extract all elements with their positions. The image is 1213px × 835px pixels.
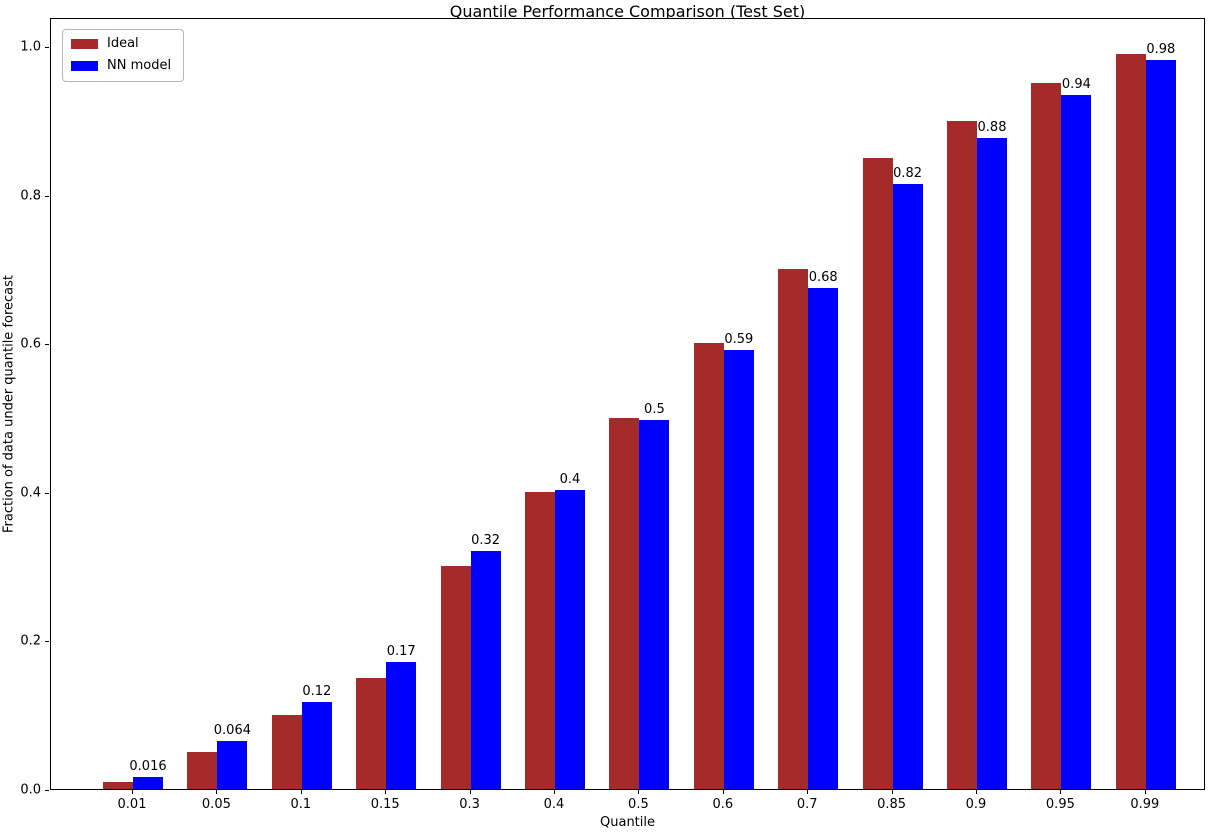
bar-ideal [693,343,724,789]
x-tick-mark [1144,790,1146,794]
legend-item: NN model [71,57,172,74]
x-tick-mark [722,790,724,794]
x-tick-label: 0.99 [1130,797,1160,812]
y-tick-mark [45,47,49,49]
bar-nn-model [133,777,163,789]
bar-value-label: 0.17 [386,644,416,660]
bar-ideal [525,491,555,789]
bar-nn-model [639,419,670,789]
x-tick-label: 0.9 [965,797,987,812]
legend-swatch-icon [71,39,98,50]
bar-value-label: 0.88 [977,119,1007,135]
x-tick-label: 0.95 [1045,797,1075,812]
x-tick-label: 0.7 [796,797,818,812]
x-tick-mark [385,790,387,794]
bar-value-label: 0.4 [559,471,581,487]
legend-item: Ideal [71,36,171,52]
bar-ideal [356,677,387,789]
x-tick-mark [891,790,893,794]
y-tick-mark [45,344,49,346]
bar-ideal [947,120,977,789]
legend: Ideal NN model [62,29,185,82]
chart-title: Quantile Performance Comparison (Test Se… [449,2,806,21]
y-tick-mark [45,790,49,791]
bar-value-label: 0.94 [1061,77,1091,93]
bar-nn-model [808,287,839,789]
bar-nn-model [386,662,417,789]
x-tick-label: 0.6 [712,797,734,812]
x-tick-mark [216,790,218,794]
bar-nn-model [723,350,754,789]
x-tick-mark [469,790,471,794]
bar-ideal [271,714,302,789]
bar-value-label: 0.59 [724,332,754,348]
bar-nn-model [470,551,501,789]
y-tick-mark [45,492,49,494]
y-tick-label: 0.4 [20,485,41,501]
bar-nn-model [555,489,585,789]
x-tick-label: 0.15 [370,797,400,812]
bar-nn-model [892,183,923,789]
bar-ideal [862,157,893,789]
bar-ideal [103,781,133,789]
legend-swatch-icon [71,61,98,72]
x-tick-mark [638,790,640,794]
x-tick-mark [132,790,133,794]
bar-value-label: 0.32 [471,533,501,549]
x-tick-label: 0.1 [290,797,312,812]
y-tick-label: 1.0 [20,39,41,55]
x-tick-mark [807,790,809,794]
legend-label: NN model [107,57,172,73]
plot-area: 0.016 0.064 0.12 0.17 0.32 0.4 0.5 0.59 0.68 0.82… [50,18,1205,790]
y-tick-label: 0.2 [20,633,41,649]
bar-value-label: 0.5 [644,401,665,417]
bar-nn-model [1061,95,1092,789]
bar-value-label: 0.064 [213,723,251,739]
x-tick-label: 0.85 [877,797,907,812]
y-tick-mark [45,641,49,643]
legend-label: Ideal [107,36,139,51]
x-tick-label: 0.5 [628,797,649,812]
bar-nn-model [977,137,1007,789]
y-tick-label: 0.8 [20,188,41,204]
bar-value-label: 0.016 [129,759,167,775]
x-tick-label: 0.4 [543,797,565,812]
bar-ideal [187,751,218,789]
bar-nn-model [217,741,248,789]
bar-ideal [1031,83,1062,789]
bar-value-label: 0.12 [302,684,332,700]
bar-nn-model [1145,59,1176,789]
bar-value-label: 0.68 [808,269,838,285]
x-axis-label: Quantile [600,815,655,830]
y-tick-mark [45,195,49,197]
x-tick-label: 0.01 [117,797,147,812]
bar-value-label: 0.82 [893,165,923,181]
bar-nn-model [301,702,332,789]
x-tick-mark [554,790,555,794]
y-tick-label: 0.6 [20,336,41,352]
bar-ideal [1115,53,1146,789]
bar-ideal [778,269,809,789]
x-tick-label: 0.3 [459,797,480,812]
y-tick-label: 0.0 [20,782,41,798]
bar-value-label: 0.98 [1146,41,1176,57]
x-tick-mark [1060,790,1062,794]
x-tick-mark [300,790,302,794]
bar-ideal [609,417,640,789]
x-tick-mark [976,790,977,794]
x-tick-label: 0.05 [201,797,231,812]
bar-ideal [440,566,471,789]
